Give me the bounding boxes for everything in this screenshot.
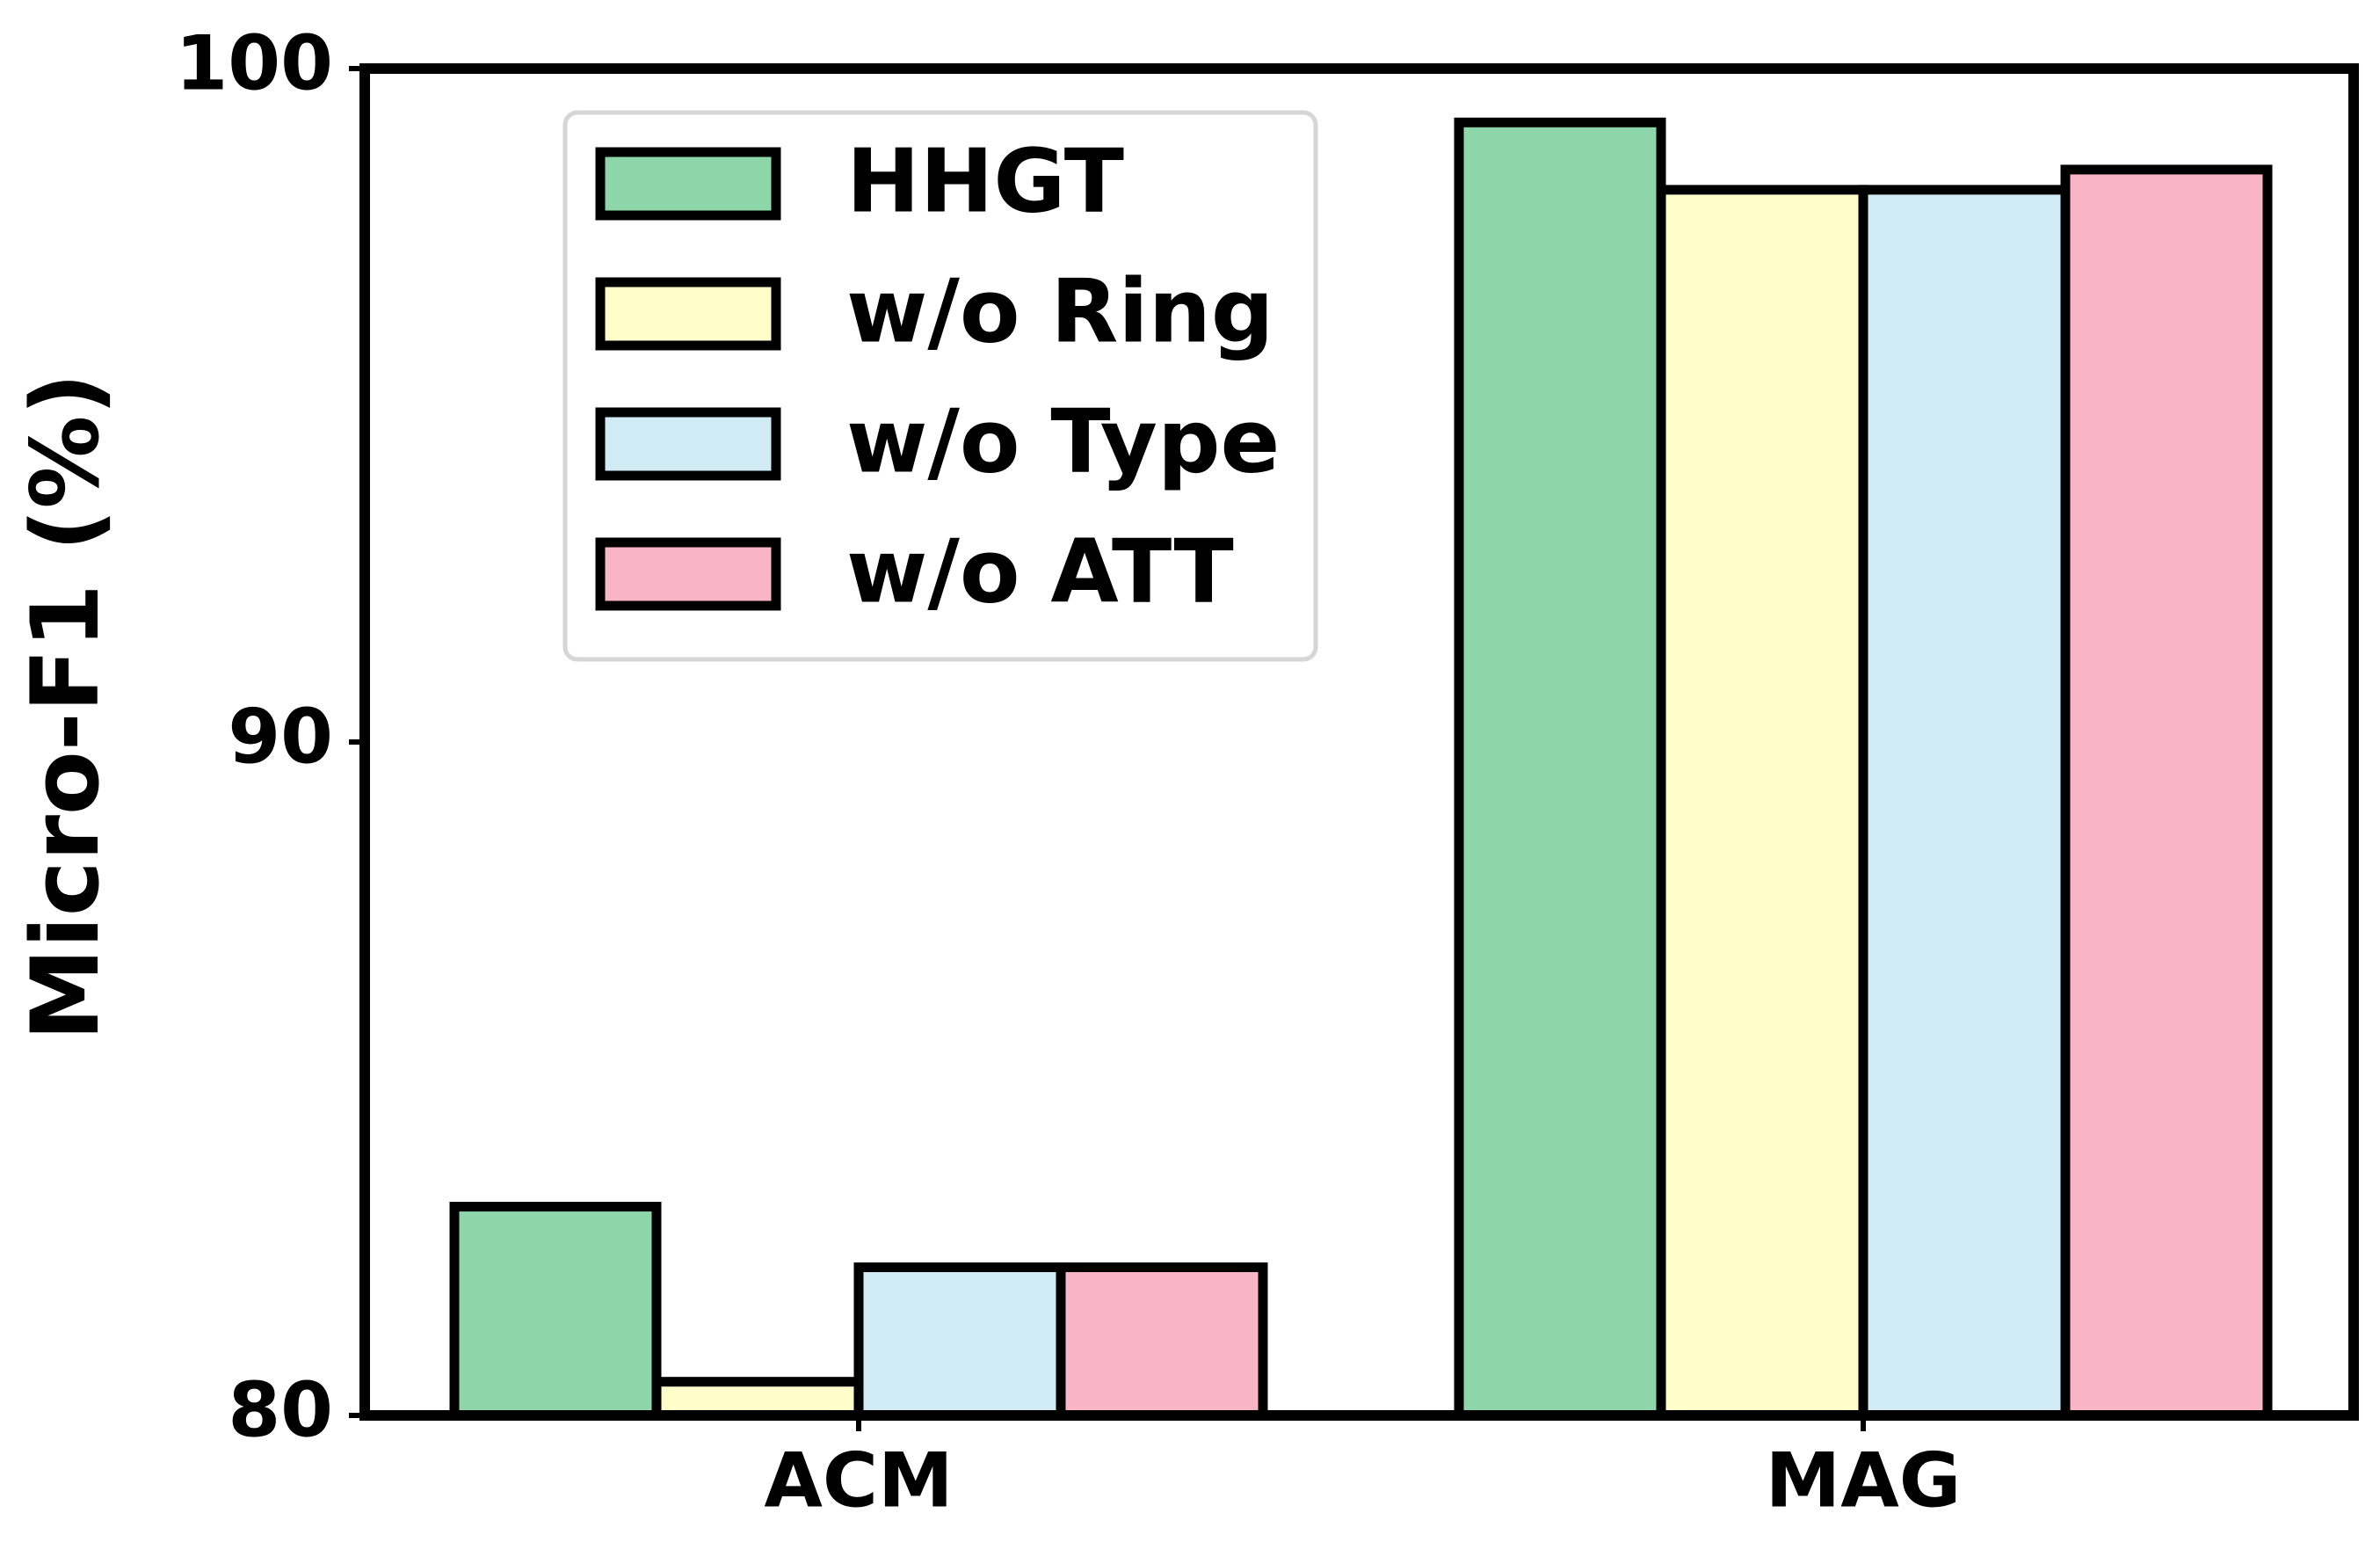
legend-label: w/o Type xyxy=(846,389,1280,492)
legend-swatch xyxy=(595,407,781,481)
bar-mag-w-o-ring xyxy=(1656,185,1868,1421)
legend-label: HHGT xyxy=(846,129,1124,232)
y-tick-label: 80 xyxy=(228,1366,333,1454)
bar-mag-hhgt xyxy=(1454,117,1666,1421)
legend-box xyxy=(562,110,1318,662)
legend: HHGT w/o Ring w/o Type w/o ATT xyxy=(562,110,1318,662)
bar-mag-w-o-att xyxy=(2060,164,2273,1421)
y-axis-title: Micro-F1 (%) xyxy=(11,373,120,1041)
bar-mag-w-o-type xyxy=(1858,185,2071,1421)
bar-acm-w-o-type xyxy=(853,1262,1066,1421)
bar-acm-hhgt xyxy=(449,1202,662,1421)
legend-label: w/o ATT xyxy=(846,520,1234,622)
y-axis: 80 90 100 xyxy=(175,19,365,1454)
y-tick-label: 90 xyxy=(228,693,333,781)
x-axis: ACM MAG xyxy=(764,1415,1961,1524)
legend-swatch xyxy=(595,147,781,221)
legend-swatch xyxy=(595,537,781,611)
x-tick-label: ACM xyxy=(764,1437,953,1524)
y-tick-label: 100 xyxy=(175,19,333,107)
legend-swatch xyxy=(595,277,781,351)
bars-group xyxy=(449,117,2273,1421)
legend-label: w/o Ring xyxy=(846,259,1273,362)
bar-acm-w-o-att xyxy=(1056,1262,1268,1421)
x-tick-label: MAG xyxy=(1766,1437,1962,1524)
